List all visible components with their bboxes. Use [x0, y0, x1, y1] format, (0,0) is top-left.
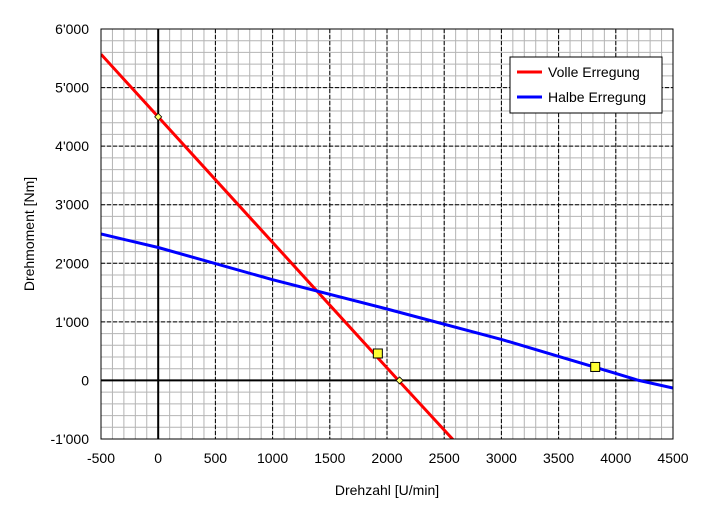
legend-box: [509, 56, 663, 114]
x-tick-labels: -500 0 500 1000 1500 2000 2500 3000 3500 4000 4500: [87, 450, 689, 466]
x-tick-label: 500: [204, 450, 228, 466]
x-tick-label: 3500: [543, 450, 574, 466]
legend-label-volle-erregung: Volle Erregung: [548, 64, 640, 80]
legend: Volle Erregung Halbe Erregung: [509, 56, 663, 114]
x-tick-label: 3000: [486, 450, 517, 466]
y-tick-label: 0: [81, 372, 89, 388]
x-tick-label: -500: [87, 450, 115, 466]
y-tick-label: 1'000: [55, 314, 89, 330]
marker-diamond: [395, 376, 404, 385]
marker-layer: [154, 112, 601, 385]
y-tick-label: 6'000: [55, 21, 89, 37]
marker-square: [590, 361, 601, 372]
x-tick-label: 2500: [429, 450, 460, 466]
x-tick-label: 1500: [314, 450, 345, 466]
series-line-halbe-erregung: [101, 232, 673, 390]
x-tick-label: 0: [154, 450, 162, 466]
y-axis-label: Drehmoment [Nm]: [21, 177, 37, 291]
plot-frame: [100, 28, 674, 440]
marker-square: [372, 348, 383, 359]
series-line-volle-erregung: [101, 53, 455, 439]
legend-label-halbe-erregung: Halbe Erregung: [548, 89, 646, 105]
y-tick-label: 3'000: [55, 197, 89, 213]
y-tick-labels: -1'000 0 1'000 2'000 3'000 4'000 5'000 6'000: [51, 21, 90, 447]
x-tick-label: 4500: [657, 450, 688, 466]
series-layer: [101, 53, 673, 439]
x-tick-label: 2000: [371, 450, 402, 466]
y-tick-label: 4'000: [55, 138, 89, 154]
marker-diamond: [154, 112, 163, 121]
x-tick-label: 4000: [600, 450, 631, 466]
y-tick-label: 5'000: [55, 80, 89, 96]
zero-axes: [101, 29, 673, 439]
x-tick-label: 1000: [257, 450, 288, 466]
y-tick-label: -1'000: [51, 431, 90, 447]
x-axis-label: Drehzahl [U/min]: [335, 482, 439, 498]
y-tick-label: 2'000: [55, 255, 89, 271]
